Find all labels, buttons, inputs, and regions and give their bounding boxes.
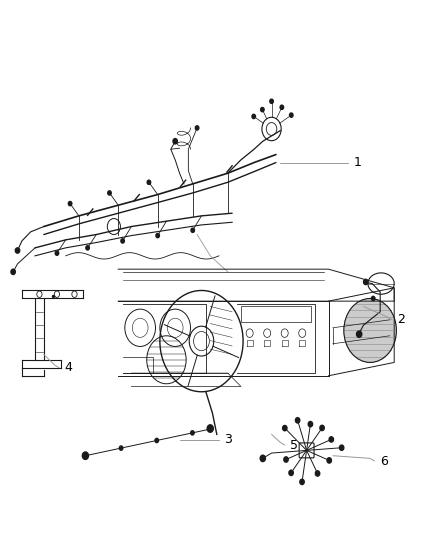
Bar	[241, 306, 311, 322]
Circle shape	[339, 445, 344, 450]
Text: 5: 5	[290, 439, 298, 451]
Circle shape	[284, 457, 288, 462]
Circle shape	[300, 479, 304, 484]
Circle shape	[55, 251, 59, 255]
Circle shape	[320, 425, 324, 431]
Text: 6: 6	[380, 455, 388, 467]
Circle shape	[364, 279, 368, 285]
Circle shape	[121, 239, 124, 243]
Circle shape	[327, 458, 332, 463]
Circle shape	[191, 431, 194, 435]
Circle shape	[270, 99, 273, 103]
Circle shape	[295, 418, 300, 423]
Text: 4: 4	[64, 361, 72, 374]
Circle shape	[191, 228, 194, 232]
Text: 2: 2	[397, 313, 405, 326]
Circle shape	[371, 296, 375, 301]
Circle shape	[357, 331, 362, 337]
Circle shape	[108, 191, 111, 195]
Circle shape	[260, 455, 265, 462]
Circle shape	[344, 298, 396, 362]
Circle shape	[68, 201, 72, 206]
Circle shape	[329, 437, 333, 442]
Text: 3: 3	[224, 433, 232, 446]
Circle shape	[84, 454, 87, 458]
Circle shape	[86, 246, 89, 250]
Circle shape	[155, 438, 159, 442]
Circle shape	[119, 446, 123, 450]
Circle shape	[280, 105, 284, 109]
Circle shape	[173, 139, 177, 144]
Circle shape	[11, 269, 15, 274]
Circle shape	[289, 470, 293, 475]
Circle shape	[195, 126, 199, 130]
Circle shape	[82, 452, 88, 459]
Text: 1: 1	[353, 156, 361, 169]
Circle shape	[147, 180, 151, 184]
Circle shape	[156, 233, 159, 238]
Circle shape	[207, 425, 213, 432]
Circle shape	[290, 113, 293, 117]
Circle shape	[315, 471, 320, 476]
Circle shape	[283, 425, 287, 431]
Circle shape	[252, 115, 255, 119]
Circle shape	[308, 422, 313, 427]
Circle shape	[261, 108, 264, 112]
Circle shape	[15, 248, 20, 253]
